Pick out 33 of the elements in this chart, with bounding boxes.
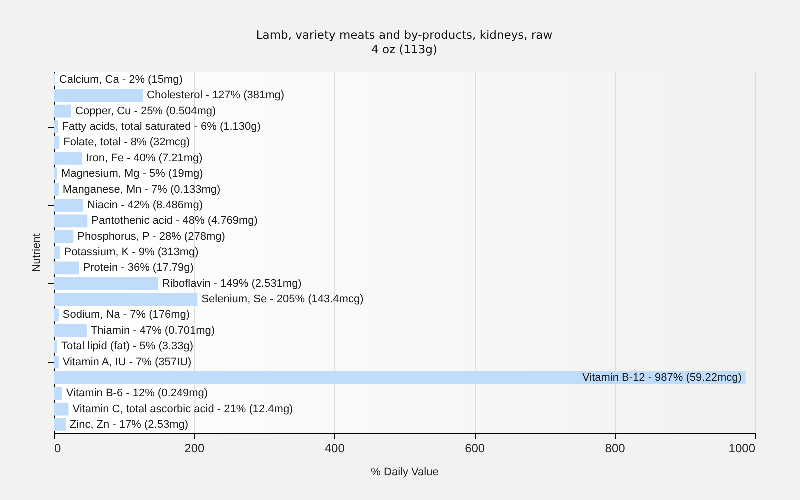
y-tick-label: Vitamin A, IU - 7% (357IU) (62, 356, 192, 368)
y-tick-label: Iron, Fe - 40% (7.21mg) (86, 152, 203, 164)
x-tick-label: 800 (605, 442, 626, 456)
y-tick-label: Phosphorus, P - 28% (278mg) (78, 230, 226, 243)
y-tick-label: Zinc, Zn - 17% (2.53mg) (70, 419, 189, 431)
x-tick-label: 600 (465, 442, 486, 456)
chart-title: Lamb, variety meats and by-products, kidneys, raw (256, 28, 553, 42)
y-tick-label: Pantothenic acid - 48% (4.769mg) (92, 215, 258, 228)
y-tick-label: Manganese, Mn - 7% (0.133mg) (62, 184, 221, 196)
y-tick-label: Magnesium, Mg - 5% (19mg) (62, 168, 204, 180)
x-tick-label: 1000 (728, 442, 756, 456)
chart-subtitle: 4 oz (113g) (372, 42, 438, 56)
y-tick-label: Total lipid (fat) - 5% (3.33g) (62, 340, 194, 353)
x-axis-title: % Daily Value (371, 466, 439, 478)
x-tick-label: 0 (54, 442, 62, 456)
y-axis-title: Nutrient (31, 234, 43, 272)
y-tick-label: Protein - 36% (17.79g) (83, 262, 194, 274)
y-tick-label: Vitamin B-6 - 12% (0.249mg) (66, 388, 208, 400)
y-tick-label: Vitamin C, total ascorbic acid - 21% (12.4mg) (72, 403, 294, 416)
y-tick-label: Sodium, Na - 7% (176mg) (62, 309, 190, 322)
x-tick-label: 200 (184, 442, 206, 456)
x-tick-label: 400 (324, 442, 346, 456)
y-tick-label: Fatty acids, total saturated - 6% (1.130g) (62, 121, 261, 134)
y-tick-label: Thiamin - 47% (0.701mg) (90, 324, 216, 337)
y-tick-label: Riboflavin - 149% (2.531mg) (162, 278, 302, 290)
y-tick-label: Cholesterol - 127% (381mg) (147, 90, 285, 102)
y-tick-label: Folate, total - 8% (32mcg) (64, 136, 190, 149)
y-tick-label: Selenium, Se - 205% (143.4mcg) (202, 294, 364, 306)
y-tick-label: Potassium, K - 9% (313mg) (64, 246, 199, 258)
y-tick-label: Copper, Cu - 25% (0.504mg) (76, 105, 216, 118)
y-tick-label: Niacin - 42% (8.486mg) (87, 199, 204, 212)
y-tick-label: Calcium, Ca - 2% (15mg) (59, 74, 183, 86)
y-tick-label: Vitamin B-12 - 987% (59.22mcg) (582, 372, 742, 384)
